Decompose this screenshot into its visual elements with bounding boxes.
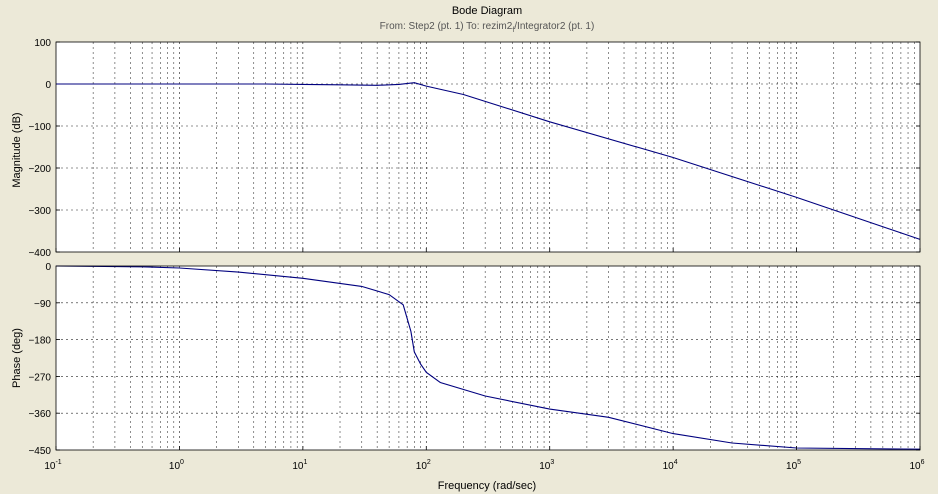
magnitude-y-tick-label: −200	[28, 164, 51, 175]
magnitude-axes-frame	[55, 41, 921, 253]
frequency-axis-label: Frequency (rad/sec)	[438, 480, 536, 492]
magnitude-horizontal-grid	[56, 83, 920, 211]
x-axis-tick-labels: 10-1 100 101 102 103 104 105 106	[44, 248, 925, 472]
phase-axis-label: Phase (deg)	[11, 328, 23, 388]
magnitude-axis-label: Magnitude (dB)	[11, 112, 23, 187]
subtitle-subscript: f	[512, 27, 514, 34]
x-tick-base: 10	[416, 461, 428, 472]
x-tick-label: 102	[416, 459, 431, 472]
magnitude-y-tick-label: −400	[28, 248, 51, 259]
phase-panel: 0 −90 −180 −270 −360 −450	[28, 262, 921, 457]
x-tick-base: 10	[44, 461, 56, 472]
x-tick-base: 10	[909, 461, 921, 472]
magnitude-vertical-grid	[92, 42, 915, 252]
x-tick-exponent: 4	[674, 459, 678, 466]
magnitude-plot-area	[56, 42, 920, 252]
chart-title: Bode Diagram	[452, 5, 522, 17]
phase-series-line	[55, 265, 921, 450]
phase-y-tick-label: 0	[45, 262, 51, 273]
phase-vertical-grid	[92, 266, 915, 450]
x-tick-exponent: 0	[180, 459, 184, 466]
magnitude-y-tick-label: 100	[34, 38, 51, 49]
subtitle-to-suffix: /Integrator2 (pt. 1)	[514, 21, 594, 32]
chart-subtitle: From: Step2 (pt. 1) To: rezim2f/Integrat…	[380, 21, 595, 34]
x-tick-label: 101	[292, 459, 307, 472]
x-tick-base: 10	[786, 461, 798, 472]
x-tick-exponent: 2	[427, 459, 431, 466]
x-tick-exponent: -1	[55, 459, 61, 466]
phase-y-tick-label: −360	[28, 409, 51, 420]
phase-y-tick-label: −90	[34, 299, 51, 310]
x-tick-exponent: 1	[303, 459, 307, 466]
x-tick-label: 104	[663, 459, 678, 472]
phase-y-tick-label: −450	[28, 446, 51, 457]
magnitude-series-line	[56, 82, 921, 240]
magnitude-y-tick-label: 0	[45, 80, 51, 91]
magnitude-y-tick-label: −300	[28, 206, 51, 217]
x-tick-exponent: 6	[921, 459, 925, 466]
x-tick-base: 10	[169, 461, 181, 472]
x-tick-label: 100	[169, 459, 184, 472]
phase-plot-area	[56, 266, 920, 450]
x-tick-base: 10	[292, 461, 304, 472]
phase-horizontal-grid	[56, 302, 920, 414]
x-tick-label: 105	[786, 459, 801, 472]
phase-y-tick-label: −180	[28, 336, 51, 347]
x-tick-label: 106	[909, 459, 924, 472]
magnitude-y-tick-label: −100	[28, 122, 51, 133]
x-tick-base: 10	[539, 461, 551, 472]
phase-axes-frame	[55, 265, 921, 451]
x-tick-label: 10-1	[44, 459, 61, 472]
subtitle-from-prefix: From: Step2 (pt. 1) To: rezim2	[380, 21, 513, 32]
magnitude-panel: 100 0 −100 −200 −300 −400	[28, 38, 921, 259]
x-tick-base: 10	[663, 461, 675, 472]
x-tick-label: 103	[539, 459, 554, 472]
x-tick-exponent: 5	[797, 459, 801, 466]
x-tick-exponent: 3	[550, 459, 554, 466]
phase-y-tick-label: −270	[28, 372, 51, 383]
